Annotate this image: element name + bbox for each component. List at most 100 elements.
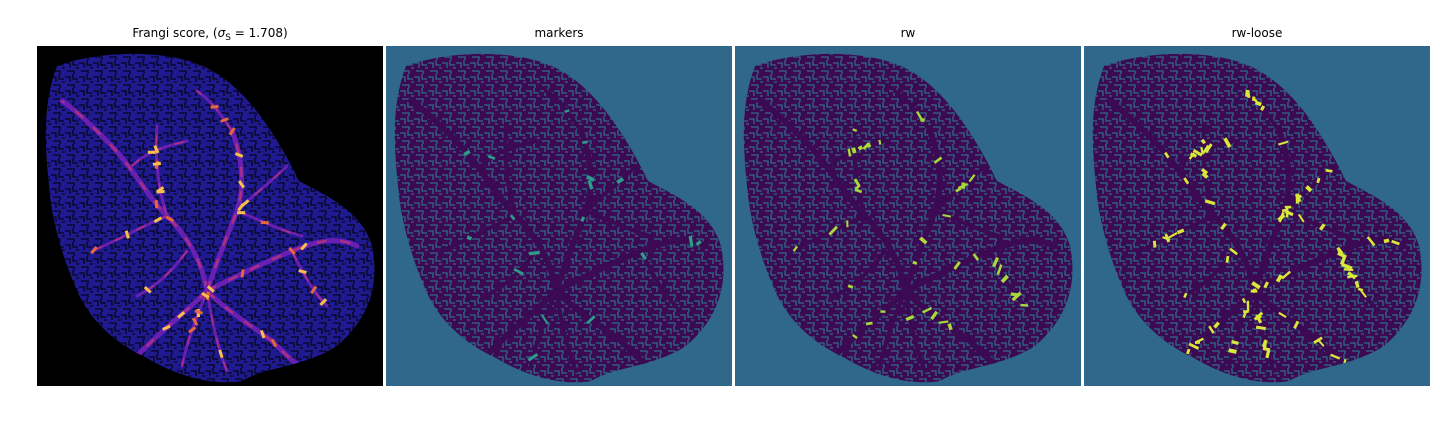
vessel-core [136,250,188,297]
segment-highlight [1293,320,1300,329]
vessel-highlight [310,285,318,295]
segment-highlight [857,145,864,151]
vessel [878,289,907,368]
segment-highlight [878,139,882,145]
segment-highlight [1164,151,1170,159]
segment-highlight [1188,152,1196,160]
tissue-region [1092,53,1422,383]
segment-highlight [1305,185,1313,193]
segment-highlight [1336,246,1344,255]
segment-highlight [938,320,949,324]
segment-highlight [1339,254,1347,266]
rw-image-panel [735,46,1081,386]
segment-highlight [846,220,849,228]
vessel-highlight [201,291,210,299]
vessel [479,139,538,168]
vessel-highlight [165,215,175,223]
segment-highlight [1229,247,1238,256]
panel-title-markers: markers [534,26,584,40]
segment-highlight [1318,223,1326,231]
segment-highlight [586,174,595,182]
segment-highlight [1213,321,1220,329]
segment-highlight [1204,143,1213,154]
vessel [503,124,518,218]
vessel-core [155,125,168,217]
vessel-highlight [188,326,197,334]
vessel-core [181,290,208,367]
segment-highlight [851,147,857,154]
vessel-highlight [194,309,203,315]
segment-highlight [1183,177,1190,185]
vessel-highlight [206,285,215,293]
vessel-highlight [237,211,246,215]
segment-highlight [1255,314,1262,319]
vessel-highlight [156,189,165,194]
vessel-highlight [228,127,236,136]
vessel-highlight [162,324,171,331]
segment-highlight [582,140,588,144]
segment-highlight [640,252,647,261]
segment-highlight [1241,297,1247,304]
segment-highlight [1020,303,1029,307]
vessel [544,89,583,133]
vessel [1106,98,1257,294]
vessel-core [291,250,328,307]
vessel-highlight [177,311,186,319]
segment-highlight [1202,144,1210,154]
segment-highlight [865,321,873,326]
vessel-highlight [153,145,160,154]
segment-highlight [1391,239,1400,246]
segment-highlight [1183,292,1188,299]
vessel [852,124,867,218]
segment-highlight [1188,342,1200,350]
segment-highlight [1176,228,1185,235]
vessel [1252,289,1276,373]
segment-highlight [616,177,625,185]
segment-highlight [1200,138,1206,145]
segment-highlight [527,353,539,362]
segment-highlight [1265,349,1271,359]
vessel-highlight [237,180,246,189]
segment-highlight [880,310,886,313]
vessel [933,209,1002,238]
segment-highlight [1294,193,1302,203]
vessel [788,214,867,253]
vessel-highlight [124,230,130,239]
rw-loose-image [1084,46,1430,386]
segment-highlight [1194,341,1201,344]
rw-loose-image-panel [1084,46,1430,386]
vessel-core [205,130,243,292]
segment-highlight [1000,274,1009,284]
segment-highlight [1251,281,1261,290]
vessel-highlight [191,317,199,326]
vessel-highlight [300,242,308,251]
segment-highlight [1228,348,1237,354]
segment-highlight [942,214,952,218]
segment-highlight [1263,281,1270,289]
segment-highlight [580,216,586,222]
vessel-core [116,290,208,372]
vessel [1182,249,1236,298]
segment-highlight [564,109,570,114]
vessel [902,288,1003,371]
segment-highlight [1281,208,1287,213]
frangi-title-sigma: σ [217,26,226,40]
segment-highlight [1275,274,1283,283]
vessel-highlight [319,298,328,306]
segment-highlight [587,179,594,190]
segment-highlight [1260,105,1266,111]
segment-highlight [1278,140,1289,146]
frangi-image [37,46,383,386]
vessel [1227,289,1256,368]
segment-highlight [1220,222,1227,231]
vessel-highlight [260,221,269,225]
segment-highlight [1383,238,1390,244]
segment-highlight [541,314,549,325]
segment-highlight [968,173,976,183]
vessel-highlight [234,152,244,158]
segment-highlight [953,261,961,270]
segment-highlight [1359,289,1367,298]
segment-highlight [854,188,863,194]
vessel-highlight [220,117,229,123]
segment-highlight [1256,316,1263,324]
